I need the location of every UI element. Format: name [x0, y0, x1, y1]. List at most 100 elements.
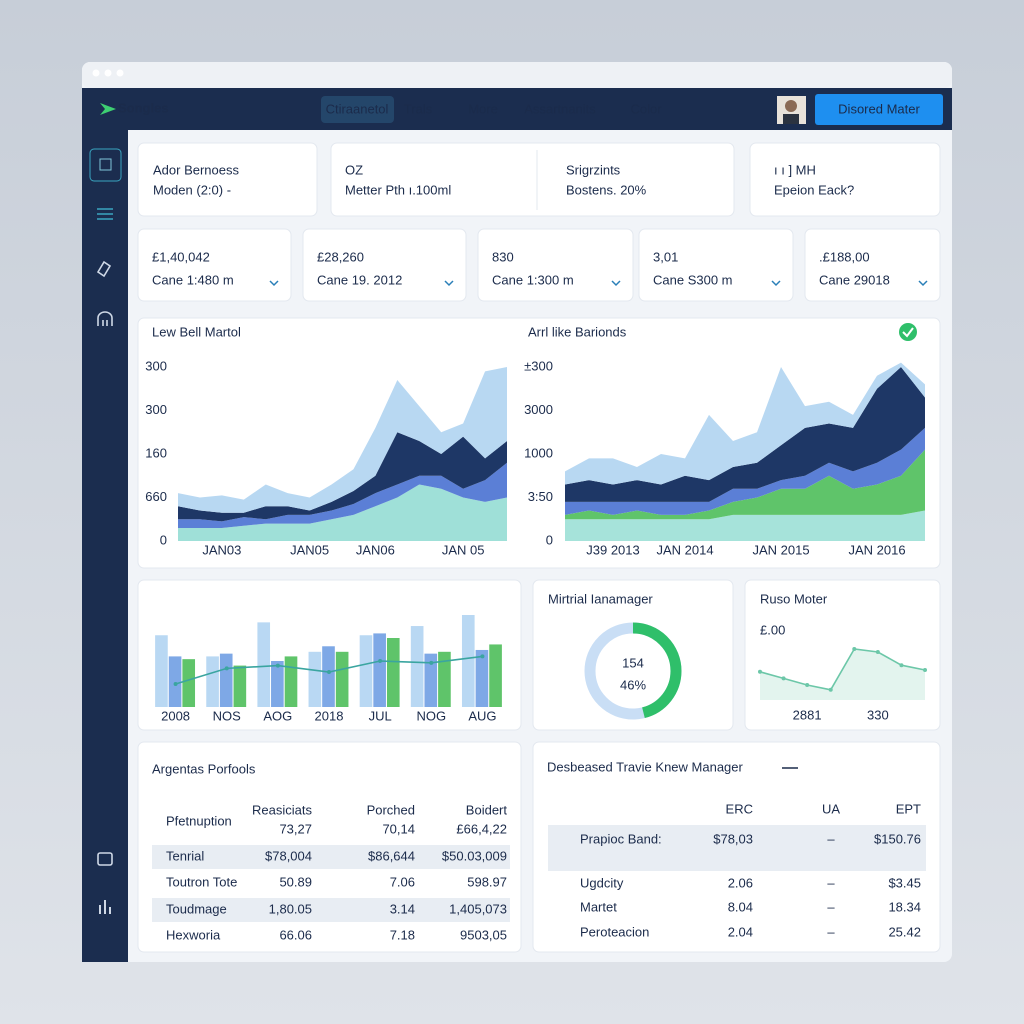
- title-bar: [82, 62, 952, 88]
- summary-value: 73,27: [279, 821, 312, 836]
- nav-item[interactable]: Ctiraanetol: [326, 101, 389, 116]
- nav-item[interactable]: Trals: [404, 101, 433, 116]
- kpi-card: [137, 228, 292, 302]
- x-tick-label: JAN06: [356, 542, 395, 557]
- bar: [182, 659, 196, 707]
- window-dot[interactable]: [116, 69, 124, 77]
- line-point: [275, 663, 280, 668]
- sidebar: [82, 130, 128, 962]
- window-dot[interactable]: [92, 69, 100, 77]
- x-tick-label: NOG: [416, 708, 446, 723]
- line-point: [899, 663, 904, 668]
- row-label: Prapioc Band:: [580, 831, 662, 846]
- x-tick-label: JAN 05: [442, 542, 485, 557]
- bar: [155, 635, 168, 707]
- avatar-head: [785, 100, 797, 112]
- bar: [424, 653, 438, 707]
- nav-bar: [82, 88, 952, 130]
- area-layer: [178, 367, 507, 513]
- bar: [168, 656, 182, 707]
- row-label: Martet: [580, 899, 617, 914]
- y-tick-label: 160: [145, 445, 167, 460]
- kpi-label: Cane 29018: [819, 272, 890, 287]
- line-point: [781, 676, 786, 681]
- cell: $78,03: [713, 831, 753, 846]
- x-tick-label: JAN 2015: [752, 542, 809, 557]
- bar: [461, 615, 475, 707]
- bar: [219, 653, 233, 707]
- line-point: [805, 683, 810, 687]
- row-band: [548, 825, 926, 871]
- area-layer: [565, 449, 925, 520]
- nav-item[interactable]: Color: [630, 101, 662, 116]
- cell: 18.34: [888, 899, 921, 914]
- sidebar-icon[interactable]: [89, 148, 122, 182]
- cell: 7.18: [390, 927, 415, 942]
- row-label: Pfetnuption: [166, 813, 232, 828]
- line-point: [875, 650, 880, 654]
- sidebar-icon[interactable]: [99, 900, 111, 914]
- line-point: [173, 682, 178, 686]
- bar: [233, 665, 247, 707]
- x-tick-label: 2008: [161, 708, 190, 723]
- kpi-card: [638, 228, 794, 302]
- column-header: Porched: [367, 802, 415, 817]
- x-tick-label: 2881: [793, 707, 822, 722]
- line: [759, 648, 926, 691]
- column-header: EPT: [896, 801, 921, 816]
- row-band: [152, 845, 510, 869]
- line-point: [378, 659, 383, 663]
- line-point: [852, 647, 857, 651]
- summary-card: [749, 142, 941, 217]
- donut-center: 154: [622, 655, 644, 670]
- kpi-value: 3,01: [653, 249, 678, 264]
- column-header: Reasiciats: [252, 802, 312, 817]
- cell: 50.89: [279, 874, 312, 889]
- area-layer: [565, 362, 925, 485]
- kpi-value: £1,40,042: [152, 249, 210, 264]
- summary-card: [137, 142, 318, 217]
- logo: Songles: [118, 100, 169, 115]
- cell: $78,004: [265, 848, 312, 863]
- window-dot[interactable]: [104, 69, 112, 77]
- cell: $150.76: [874, 831, 921, 846]
- nav-item[interactable]: Assartnanits: [524, 101, 596, 116]
- sidebar-icon[interactable]: [97, 208, 113, 220]
- cell: –: [827, 899, 835, 914]
- area-layer: [178, 462, 507, 528]
- donut-label: 46%: [620, 677, 646, 692]
- row-label: Toudmage: [166, 901, 227, 916]
- column-header: UA: [822, 801, 840, 816]
- area-layer: [178, 484, 507, 541]
- nav-button[interactable]: [815, 94, 943, 125]
- cell: 7.06: [390, 874, 415, 889]
- cell: $3.45: [888, 875, 921, 890]
- y-tick-label: 300: [145, 358, 167, 373]
- nav-item[interactable]: More: [468, 101, 498, 116]
- summary-value: 70,14: [382, 821, 415, 836]
- x-tick-label: AUG: [468, 708, 496, 723]
- x-tick-label: AOG: [263, 708, 292, 723]
- sidebar-glyph: [99, 158, 112, 171]
- nav-active: [321, 96, 394, 123]
- sidebar-icon[interactable]: [96, 260, 112, 278]
- y-tick-label: 3000: [524, 402, 553, 417]
- bar: [284, 656, 298, 707]
- kpi-value: .£188,00: [819, 249, 870, 264]
- chart-title: Ruso Moter: [760, 591, 828, 606]
- y-tick-label: 1000: [524, 445, 553, 460]
- sidebar-icon[interactable]: [97, 852, 113, 866]
- logo-icon: [100, 103, 116, 115]
- kpi-card: [804, 228, 941, 302]
- summary-value: £66,4,22: [456, 821, 507, 836]
- kpi-chevron: [771, 280, 781, 287]
- bar: [271, 661, 284, 707]
- summary-card: [330, 142, 735, 217]
- kpi-chevron: [269, 280, 279, 287]
- sidebar-icon[interactable]: [97, 311, 113, 326]
- avatar-body: [783, 114, 799, 124]
- kpi-label: Cane S300 m: [653, 272, 733, 287]
- status-icon: [899, 323, 917, 341]
- chart-value: £.00: [760, 622, 785, 637]
